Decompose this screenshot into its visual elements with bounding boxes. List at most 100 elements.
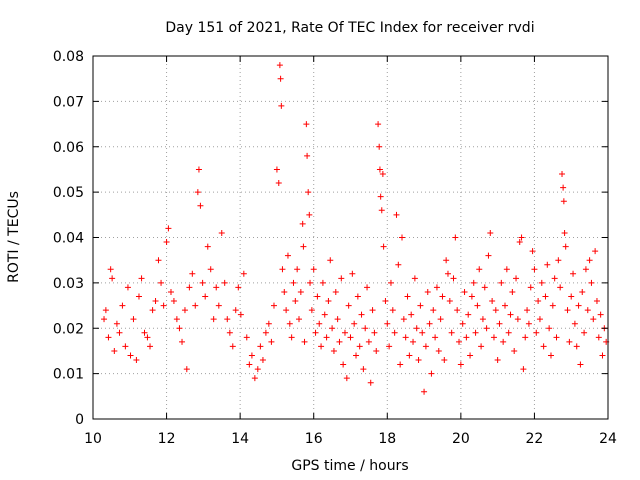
data-point	[376, 166, 383, 173]
data-point	[183, 366, 190, 373]
data-point	[540, 343, 547, 350]
data-point	[529, 248, 536, 255]
data-point	[113, 320, 120, 327]
data-point	[478, 343, 485, 350]
data-point	[246, 361, 253, 368]
data-point	[570, 270, 577, 277]
data-point	[273, 166, 280, 173]
data-point	[119, 302, 126, 309]
y-tick-label: 0.04	[53, 231, 84, 247]
data-point	[513, 275, 520, 282]
data-point	[292, 298, 299, 305]
data-point	[237, 311, 244, 318]
data-point	[481, 284, 488, 291]
data-point	[354, 293, 361, 300]
data-point	[450, 275, 457, 282]
data-point	[226, 329, 233, 336]
data-point	[582, 266, 589, 273]
data-point	[334, 316, 341, 323]
data-point	[452, 234, 459, 241]
data-point	[555, 257, 562, 264]
data-point	[283, 307, 290, 314]
y-axis-label: ROTI / TECUs	[6, 191, 22, 283]
data-point	[386, 343, 393, 350]
data-point	[304, 152, 311, 159]
data-point	[276, 62, 283, 69]
data-point	[213, 284, 220, 291]
data-point	[297, 288, 304, 295]
data-point	[124, 284, 131, 291]
plot-frame	[92, 55, 609, 420]
data-point	[498, 279, 505, 286]
data-point	[224, 316, 231, 323]
data-point	[382, 298, 389, 305]
data-point	[395, 261, 402, 268]
data-point	[310, 266, 317, 273]
data-point	[323, 334, 330, 341]
data-point	[102, 307, 109, 314]
data-point	[456, 338, 463, 345]
data-point	[461, 288, 468, 295]
y-tick-label: 0.08	[53, 49, 84, 65]
data-point	[232, 307, 239, 314]
data-point	[356, 343, 363, 350]
data-point	[593, 298, 600, 305]
y-tick-label: 0.07	[53, 94, 84, 110]
axis-ticks: 0 0.01 0.02 0.03 0.04 0.05 0.06 0.07 0.08 10 12 14 1…	[53, 49, 617, 447]
data-point	[483, 325, 490, 332]
data-point	[308, 307, 315, 314]
data-point	[402, 334, 409, 341]
data-point	[367, 379, 374, 386]
data-point	[195, 166, 202, 173]
data-point	[505, 329, 512, 336]
data-point	[476, 266, 483, 273]
data-point	[376, 143, 383, 150]
data-point	[511, 347, 518, 354]
data-point	[559, 170, 566, 177]
data-point	[404, 293, 411, 300]
data-point	[181, 307, 188, 314]
data-point	[251, 375, 258, 382]
data-point	[215, 302, 222, 309]
data-point	[533, 329, 540, 336]
data-point	[316, 320, 323, 327]
data-point	[286, 320, 293, 327]
data-point	[262, 329, 269, 336]
data-point	[428, 370, 435, 377]
data-point	[459, 320, 466, 327]
data-point	[277, 75, 284, 82]
data-point	[284, 252, 291, 259]
data-point	[531, 266, 538, 273]
data-point	[397, 361, 404, 368]
data-point	[290, 279, 297, 286]
data-point	[138, 275, 145, 282]
data-point	[419, 329, 426, 336]
data-point	[365, 338, 372, 345]
data-point	[165, 225, 172, 232]
data-point	[275, 180, 282, 187]
data-point	[210, 316, 217, 323]
data-point	[329, 325, 336, 332]
data-point	[441, 357, 448, 364]
data-point	[406, 352, 413, 359]
data-point	[468, 293, 475, 300]
data-point	[332, 288, 339, 295]
data-point	[173, 316, 180, 323]
data-point	[387, 279, 394, 286]
data-point	[454, 307, 461, 314]
data-point	[152, 298, 159, 305]
data-point	[422, 343, 429, 350]
data-point	[243, 334, 250, 341]
data-point	[439, 293, 446, 300]
data-point	[349, 270, 356, 277]
data-point	[301, 338, 308, 345]
data-point	[472, 329, 479, 336]
data-point	[319, 279, 326, 286]
data-point	[307, 279, 314, 286]
data-point	[321, 311, 328, 318]
data-point	[314, 293, 321, 300]
data-point	[192, 302, 199, 309]
data-point	[378, 207, 385, 214]
data-point	[520, 366, 527, 373]
